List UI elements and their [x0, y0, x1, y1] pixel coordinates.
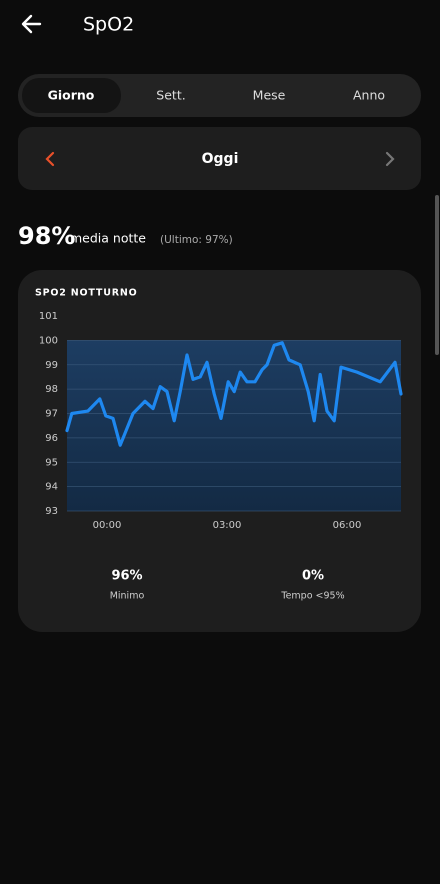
tab-bar	[18, 74, 421, 117]
tab[interactable]: Anno	[353, 88, 385, 103]
tab-selected-bg	[22, 78, 121, 113]
prev-button[interactable]	[45, 151, 55, 167]
x-tick-label: 03:00	[213, 520, 242, 531]
stat-value: 0%	[302, 569, 324, 584]
y-tick-label: 101	[39, 311, 58, 322]
summary-label: media notte	[70, 231, 146, 246]
y-tick-label: 99	[45, 360, 58, 371]
spo2-line	[65, 341, 403, 447]
y-tick-label: 94	[45, 482, 58, 493]
date-label: Oggi	[202, 151, 239, 167]
next-button[interactable]	[385, 151, 395, 167]
stat-label: Tempo <95%	[280, 591, 344, 602]
stat-value: 96%	[111, 569, 142, 584]
y-tick-label: 100	[39, 335, 58, 346]
back-button[interactable]	[21, 14, 42, 34]
plot-band	[67, 340, 401, 511]
tab[interactable]: Sett.	[156, 88, 185, 103]
chart-title: SPO2 NOTTURNO	[35, 288, 137, 299]
summary-value: 98%	[18, 222, 75, 250]
x-tick-label: 06:00	[333, 520, 362, 531]
date-nav	[18, 127, 421, 190]
stat-label: Minimo	[110, 591, 145, 602]
back-arrow	[21, 14, 42, 34]
tab[interactable]: Giorno	[48, 88, 95, 103]
y-tick-label: 97	[45, 409, 58, 420]
summary-last: (Ultimo: 97%)	[160, 234, 233, 246]
x-tick-label: 00:00	[93, 520, 122, 531]
tab[interactable]: Mese	[253, 88, 286, 103]
y-tick-label: 95	[45, 457, 58, 468]
y-tick-label: 93	[45, 506, 58, 517]
y-tick-label: 98	[45, 384, 58, 395]
y-tick-label: 96	[45, 433, 58, 444]
page-title: SpO2	[83, 14, 134, 36]
scrollbar	[435, 195, 439, 355]
